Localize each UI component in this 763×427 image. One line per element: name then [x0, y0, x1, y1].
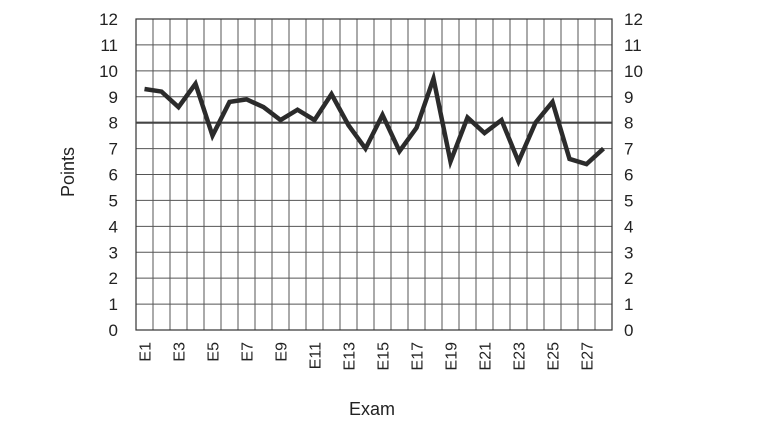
- x-tick-label: E21: [478, 342, 495, 371]
- y-tick-label-right: 2: [624, 269, 633, 288]
- y-tick-label-left: 4: [109, 217, 118, 236]
- y-tick-label-left: 11: [100, 36, 118, 55]
- x-tick-label: E25: [546, 342, 563, 371]
- y-tick-label-left: 2: [109, 269, 118, 288]
- series-layer: [144, 70, 606, 170]
- series-line: [144, 70, 606, 170]
- x-tick-label: E1: [138, 342, 155, 362]
- y-tick-label-right: 1: [624, 295, 633, 314]
- x-tick-label: E23: [512, 342, 529, 371]
- x-tick-label: E13: [342, 342, 359, 371]
- y-tick-label-left: 6: [109, 166, 118, 185]
- y-tick-label-right: 6: [624, 166, 633, 185]
- y-tick-label-left: 3: [109, 243, 118, 262]
- y-tick-label-right: 8: [624, 114, 633, 133]
- y-tick-label-left: 0: [109, 321, 118, 340]
- x-tick-label: E27: [580, 342, 597, 371]
- y-tick-label-left: 9: [109, 88, 118, 107]
- x-tick-label: E11: [308, 342, 325, 369]
- plot-border: [135, 18, 613, 331]
- y-tick-label-right: 7: [624, 140, 633, 159]
- x-tick-label: E3: [172, 342, 189, 362]
- grid: [135, 18, 613, 331]
- x-tick-label: E17: [410, 342, 427, 371]
- y-tick-label-left: 7: [109, 140, 118, 159]
- y-tick-label-right: 9: [624, 88, 633, 107]
- y-tick-label-left: 8: [109, 114, 118, 133]
- y-tick-label-left: 10: [99, 62, 118, 81]
- x-tick-label: E9: [274, 342, 291, 362]
- y-tick-label-right: 4: [624, 217, 633, 236]
- y-tick-label-left: 5: [109, 191, 118, 210]
- x-tick-label: E5: [206, 342, 223, 362]
- x-axis-title: Exam: [349, 399, 395, 419]
- x-tick-label: E19: [444, 342, 461, 371]
- y-axis-title: Points: [58, 147, 78, 197]
- y-tick-label-left: 12: [99, 10, 118, 29]
- y-tick-label-right: 12: [624, 10, 643, 29]
- y-tick-label-left: 1: [109, 295, 118, 314]
- y-tick-label-right: 0: [624, 321, 633, 340]
- y-tick-label-right: 10: [624, 62, 643, 81]
- y-tick-label-right: 5: [624, 191, 633, 210]
- x-tick-label: E15: [376, 342, 393, 371]
- y-tick-label-right: 3: [624, 243, 633, 262]
- y-tick-label-right: 11: [624, 36, 642, 55]
- x-axis-ticks: E1 E3 E5 E7 E9 E11 E13 E15 E17 E19 E21 E23 E25 E27: [138, 342, 597, 371]
- x-tick-label: E7: [240, 342, 257, 362]
